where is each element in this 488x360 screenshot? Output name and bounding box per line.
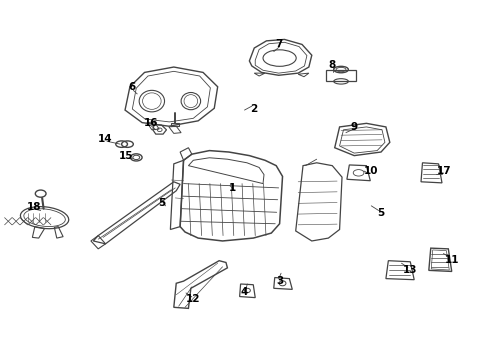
Text: 1: 1 — [228, 183, 235, 193]
Text: 13: 13 — [402, 265, 417, 275]
Text: 15: 15 — [119, 150, 134, 161]
Text: 9: 9 — [350, 122, 357, 132]
Text: 10: 10 — [363, 166, 378, 176]
Text: 14: 14 — [98, 134, 113, 144]
Text: 5: 5 — [377, 208, 384, 218]
Text: 4: 4 — [240, 287, 248, 297]
Text: 8: 8 — [328, 60, 335, 70]
Text: 11: 11 — [444, 255, 458, 265]
Text: 7: 7 — [274, 39, 282, 49]
Text: 17: 17 — [436, 166, 451, 176]
Text: 6: 6 — [128, 82, 136, 93]
Text: 3: 3 — [275, 276, 283, 286]
Text: 12: 12 — [185, 294, 200, 304]
Text: 5: 5 — [158, 198, 165, 208]
Text: 18: 18 — [26, 202, 41, 212]
Text: 2: 2 — [249, 104, 256, 114]
Text: 16: 16 — [143, 118, 158, 128]
